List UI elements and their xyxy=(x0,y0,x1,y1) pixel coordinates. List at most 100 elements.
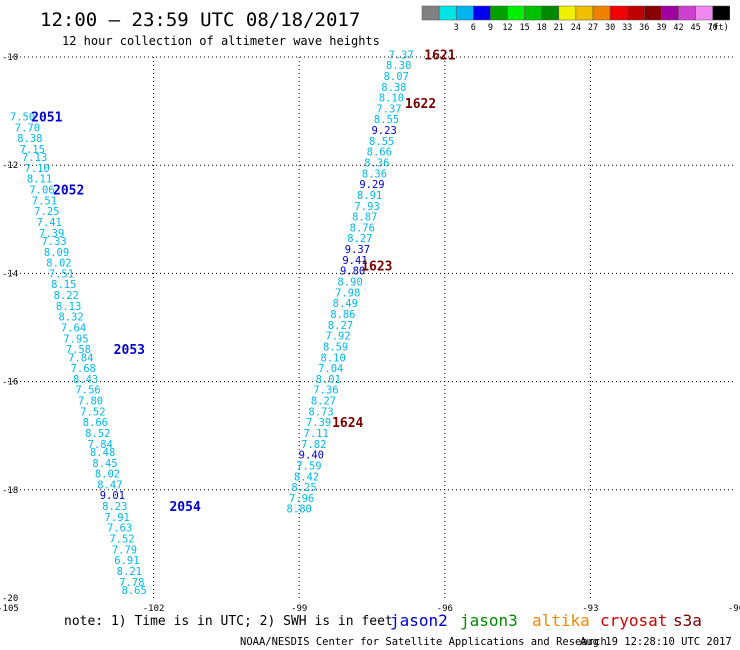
wave-height-value: 8.07 xyxy=(384,71,409,83)
wave-height-value: 8.22 xyxy=(54,290,79,302)
wave-height-value: 8.36 xyxy=(364,157,389,169)
wave-height-value: 8.55 xyxy=(374,114,399,126)
wave-height-value: 6.91 xyxy=(114,555,139,567)
x-tick-label: -96 xyxy=(437,604,453,614)
wave-height-value: 8.21 xyxy=(117,566,142,578)
wave-height-value: 7.98 xyxy=(335,287,360,299)
wave-height-value: 7.04 xyxy=(318,363,343,375)
wave-height-value: 8.32 xyxy=(58,312,83,324)
colorbar-unit: (ft) xyxy=(708,23,728,33)
wave-height-value: 8.27 xyxy=(311,396,336,408)
wave-height-value: 8.52 xyxy=(85,428,110,440)
wave-height-value: 9.37 xyxy=(345,244,370,256)
colorbar-swatch xyxy=(558,5,577,21)
y-tick-label: -16 xyxy=(2,378,18,388)
satellite-legend-entry: jason2 xyxy=(390,611,448,630)
colorbar-swatch xyxy=(712,5,731,21)
wave-height-value: 8.42 xyxy=(294,471,319,483)
wave-height-value: 8.13 xyxy=(56,301,81,313)
pass-time-label: 2052 xyxy=(53,184,84,199)
pass-time-label: 1624 xyxy=(332,416,363,431)
colorbar-swatch xyxy=(507,5,525,21)
wave-height-value: 8.02 xyxy=(46,258,71,270)
wave-height-points: 7.507.708.387.157.137.108.117.067.517.25… xyxy=(10,48,456,597)
wave-height-value: 8.87 xyxy=(352,212,377,224)
wave-height-value: 8.23 xyxy=(102,501,127,513)
colorbar-swatch xyxy=(661,5,679,21)
wave-height-value: 7.78 xyxy=(119,577,144,589)
wave-height-value: 7.25 xyxy=(34,206,59,218)
wave-height-value: 7.52 xyxy=(80,406,105,418)
pass-time-label: 1622 xyxy=(405,97,436,112)
wave-height-value: 7.92 xyxy=(325,331,350,343)
chart-title: 12:00 — 23:59 UTC 08/18/2017 xyxy=(40,9,360,31)
wave-height-value: 7.06 xyxy=(29,185,54,197)
wave-height-value: 7.84 xyxy=(88,439,113,451)
wave-height-value: 9.41 xyxy=(342,255,367,267)
wave-height-value: 8.48 xyxy=(90,447,115,459)
wave-height-value: 8.38 xyxy=(17,133,42,145)
y-tick-label: -20 xyxy=(2,594,18,604)
wave-height-value: 7.96 xyxy=(289,493,314,505)
wave-height-value: 7.59 xyxy=(296,460,321,472)
wave-height-value: 7.91 xyxy=(105,512,130,524)
wave-height-value: 8.55 xyxy=(369,136,394,148)
wave-height-value: 7.68 xyxy=(71,363,96,375)
wave-height-value: 7.63 xyxy=(107,523,132,535)
x-tick-label: -102 xyxy=(143,604,165,614)
wave-height-value: 8.49 xyxy=(333,298,358,310)
wave-height-value: 7.41 xyxy=(37,217,62,229)
wave-height-value: 7.84 xyxy=(68,352,93,364)
wave-height-value: 8.15 xyxy=(51,279,76,291)
wave-height-value: 8.09 xyxy=(44,247,69,259)
colorbar-label: 30 xyxy=(605,23,615,33)
pass-time-label: 1623 xyxy=(361,259,392,274)
wave-height-value: 7.39 xyxy=(39,228,64,240)
colorbar-swatch xyxy=(695,5,713,21)
colorbar-label: 27 xyxy=(588,23,598,33)
pass-time-label: 2054 xyxy=(169,500,200,515)
wave-height-value: 7.80 xyxy=(78,396,103,408)
wave-height-value: 8.90 xyxy=(338,277,363,289)
wave-height-value: 8.11 xyxy=(27,174,52,186)
x-tick-label: -99 xyxy=(291,604,307,614)
wave-height-value: 7.56 xyxy=(75,385,100,397)
wave-height-value: 7.11 xyxy=(304,428,329,440)
wave-height-value: 8.10 xyxy=(321,352,346,364)
colorbar-swatch xyxy=(455,5,474,21)
wave-height-colorbar: 3 6 9 12 15 18 21 24 27 30 33 36 39 42 45 70(ft) xyxy=(421,5,731,33)
y-tick-label: -18 xyxy=(2,486,18,496)
wave-height-value: 8.25 xyxy=(291,482,316,494)
wave-height-value: 7.51 xyxy=(49,268,74,280)
y-tick-label: -12 xyxy=(2,161,18,171)
footer-note: note: 1) Time is in UTC; 2) SWH is in fe… xyxy=(64,614,393,629)
wave-height-value: 7.52 xyxy=(109,533,134,545)
wave-height-value: 7.51 xyxy=(32,195,57,207)
pass-time-label: 2051 xyxy=(31,111,62,126)
colorbar-label: 42 xyxy=(673,23,683,33)
satellite-legend-entry: cryosat xyxy=(600,611,667,630)
wave-height-value: 7.15 xyxy=(20,144,45,156)
x-tick-label: -90 xyxy=(728,604,740,614)
wave-height-value: 8.02 xyxy=(95,469,120,481)
wave-height-value: 8.91 xyxy=(357,190,382,202)
wave-height-value: 8.66 xyxy=(367,147,392,159)
wave-height-value: 7.79 xyxy=(112,544,137,556)
wave-height-value: 8.38 xyxy=(381,82,406,94)
colorbar-label: 24 xyxy=(571,23,581,33)
wave-height-value: 8.36 xyxy=(362,168,387,180)
colorbar-swatch xyxy=(592,5,611,21)
colorbar-swatch xyxy=(490,5,508,21)
wave-height-value: 7.58 xyxy=(66,344,91,356)
footer-credit: NOAA/NESDIS Center for Satellite Applica… xyxy=(240,636,607,648)
colorbar-label: 36 xyxy=(639,23,649,33)
x-tick-label: -93 xyxy=(582,604,598,614)
colorbar-swatch xyxy=(438,5,457,21)
wave-height-value: 7.33 xyxy=(41,236,66,248)
wave-height-value: 8.80 xyxy=(287,504,312,516)
wave-height-value: 7.37 xyxy=(388,49,413,61)
colorbar-swatch xyxy=(678,5,696,21)
colorbar-swatch xyxy=(575,5,594,21)
colorbar-swatch xyxy=(626,5,645,21)
